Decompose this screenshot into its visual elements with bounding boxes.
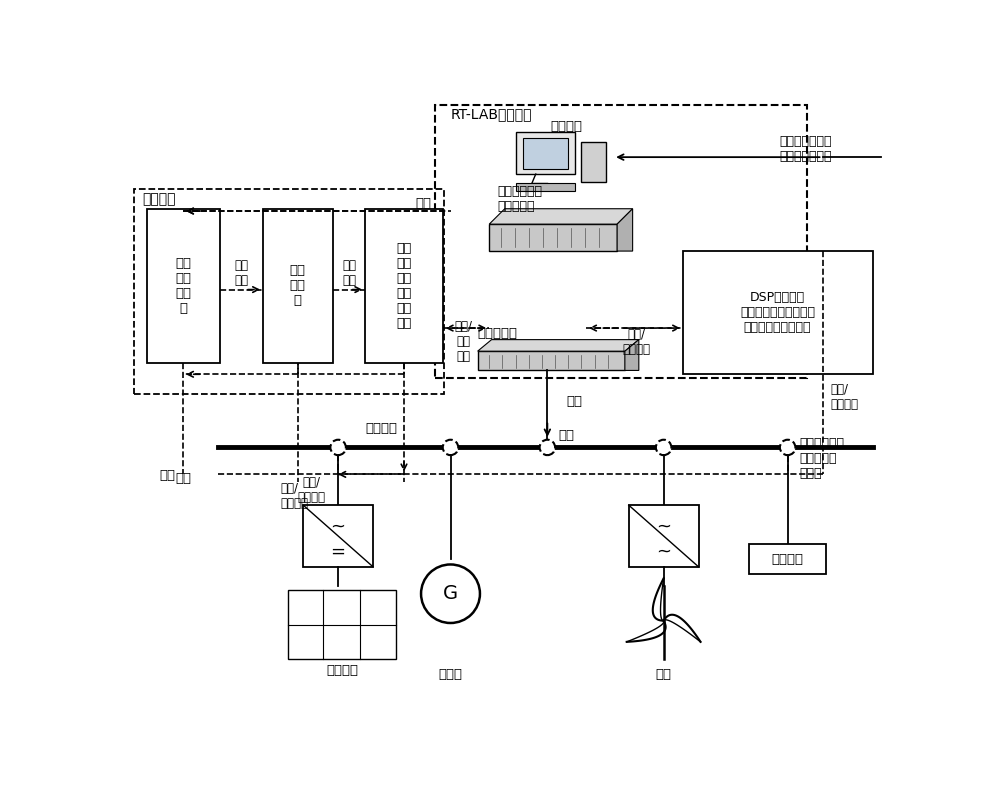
Text: 风机: 风机	[656, 668, 672, 681]
Text: 数据/
控制信号: 数据/ 控制信号	[830, 383, 858, 412]
Bar	[523, 138, 568, 169]
Text: 控制信号: 控制信号	[365, 421, 397, 434]
Bar	[288, 590, 396, 659]
Circle shape	[540, 440, 555, 455]
Text: DSP物理系统
（双向变流器控制器、
光伏逆变器控制器）: DSP物理系统 （双向变流器控制器、 光伏逆变器控制器）	[740, 291, 815, 334]
Bar	[581, 142, 606, 182]
Bar	[365, 209, 443, 362]
Text: 数据: 数据	[415, 197, 431, 210]
Circle shape	[656, 440, 671, 455]
Text: 控制
信号: 控制 信号	[342, 259, 356, 286]
Text: 可变负荷: 可变负荷	[772, 553, 804, 565]
Bar	[683, 251, 873, 375]
Bar	[629, 505, 698, 567]
Bar	[516, 132, 574, 174]
Text: 数据/
控制信号: 数据/ 控制信号	[622, 328, 650, 356]
Text: 储能蓄电池、双
向变流器主电路: 储能蓄电池、双 向变流器主电路	[780, 135, 832, 163]
Text: 数据/
控制信号: 数据/ 控制信号	[297, 476, 325, 504]
Text: 数字
仿真
系统
设备
层控
制器: 数字 仿真 系统 设备 层控 制器	[396, 242, 412, 330]
Bar	[749, 544, 826, 574]
Text: 仿真主机: 仿真主机	[551, 120, 583, 133]
Text: 光伏组件: 光伏组件	[326, 664, 358, 677]
Bar	[435, 105, 807, 378]
Polygon shape	[617, 209, 633, 251]
Text: 功率: 功率	[559, 430, 575, 443]
Text: 柴油机: 柴油机	[438, 668, 462, 681]
Text: G: G	[443, 584, 458, 604]
Text: ~: ~	[656, 518, 671, 536]
Circle shape	[330, 440, 346, 455]
Text: RT-LAB仿真系统: RT-LAB仿真系统	[450, 107, 532, 121]
Text: ~: ~	[331, 518, 346, 536]
Text: 数据: 数据	[175, 472, 191, 485]
Text: 数据: 数据	[567, 395, 583, 408]
Bar	[147, 209, 220, 362]
Bar	[478, 351, 625, 371]
Polygon shape	[478, 340, 639, 351]
Circle shape	[443, 440, 458, 455]
Bar	[303, 505, 373, 567]
Text: 输入输出板卡
实时目标机: 输入输出板卡 实时目标机	[497, 185, 542, 214]
Text: 控制
信号: 控制 信号	[234, 259, 248, 286]
Text: ~: ~	[656, 542, 671, 561]
Text: 数据: 数据	[160, 469, 176, 482]
Text: =: =	[331, 542, 346, 561]
Bar	[489, 224, 617, 251]
Circle shape	[780, 440, 795, 455]
Text: 数据/
控制
信号: 数据/ 控制 信号	[455, 320, 473, 363]
Text: 功率放大器: 功率放大器	[478, 327, 518, 340]
Text: 物理模拟系统
现场设备层
控制器: 物理模拟系统 现场设备层 控制器	[799, 438, 844, 481]
Polygon shape	[625, 340, 639, 371]
Polygon shape	[489, 209, 633, 224]
Text: 系统
网络
控制
器: 系统 网络 控制 器	[175, 256, 191, 315]
Circle shape	[421, 565, 480, 623]
Text: 监控系统: 监控系统	[142, 192, 176, 205]
Bar	[134, 189, 444, 393]
Bar	[263, 209, 333, 362]
Bar	[516, 184, 574, 191]
Text: 数据/
控制信号: 数据/ 控制信号	[280, 482, 308, 510]
Text: 中央
控制
器: 中央 控制 器	[290, 265, 306, 307]
